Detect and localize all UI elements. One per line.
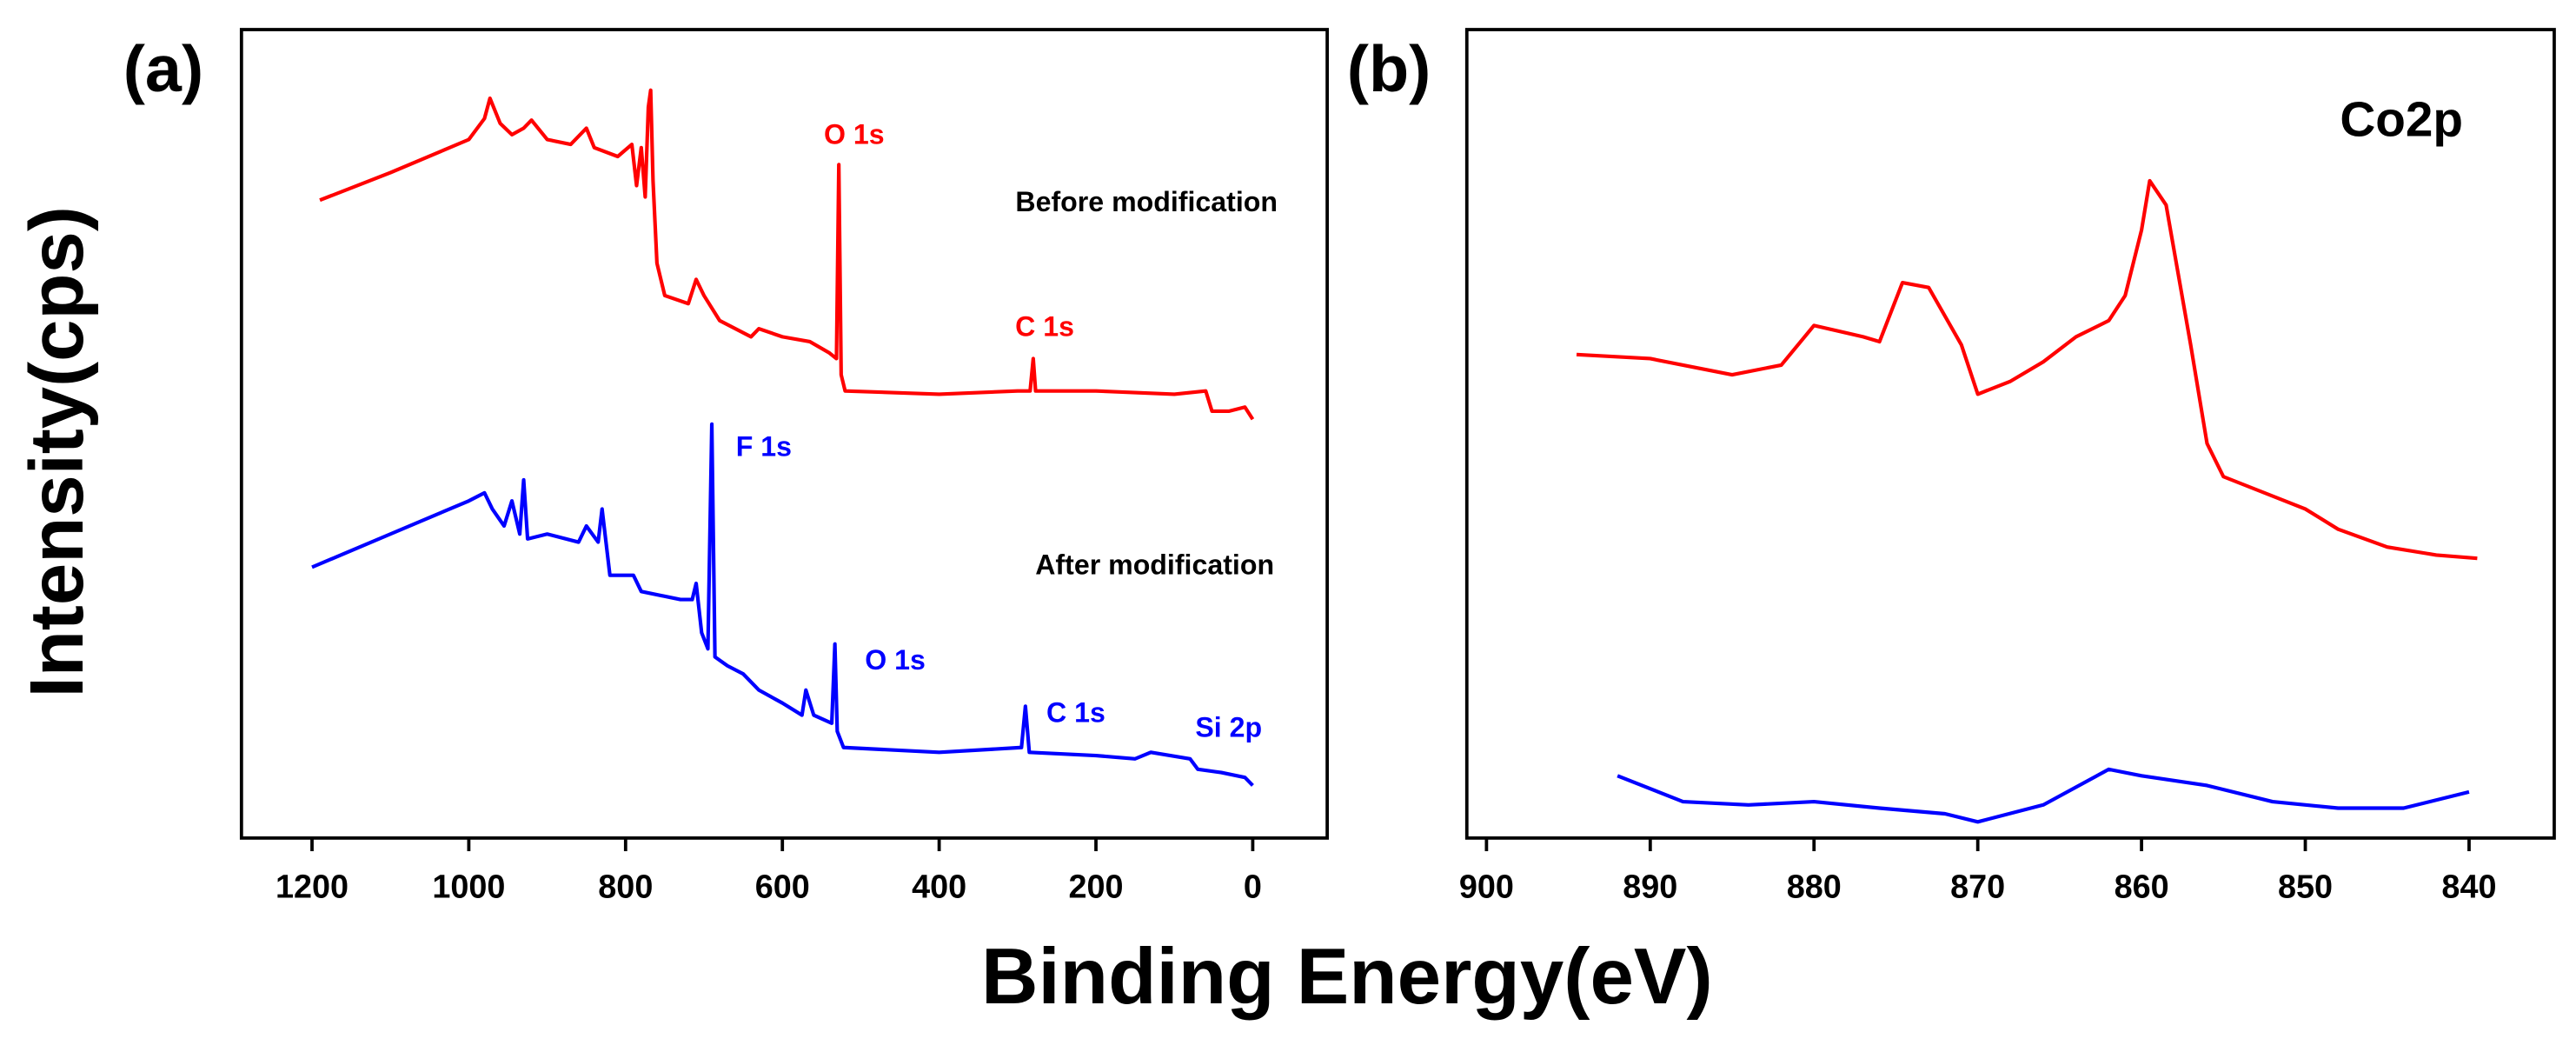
plot-frame [239, 28, 1330, 840]
x-tick-label: 890 [1623, 869, 1677, 905]
x-tick-label: 1200 [276, 869, 349, 905]
panel-label: (b) [1347, 33, 1431, 106]
annotation: Before modification [1015, 186, 1278, 217]
spectrum-line [319, 88, 1255, 421]
annotation: Co2p [2340, 93, 2463, 148]
annotation: After modification [1035, 549, 1274, 581]
x-tick-label: 800 [598, 869, 653, 905]
x-tick-label: 850 [2278, 869, 2333, 905]
annotation: O 1s [824, 118, 885, 150]
plot-frame [1464, 28, 2556, 840]
x-tick-label: 900 [1459, 869, 1514, 905]
x-tick-label: 400 [912, 869, 966, 905]
annotation: F 1s [736, 430, 792, 462]
annotation: C 1s [1015, 310, 1074, 342]
spectrum-line [311, 422, 1254, 787]
x-tick-label: 860 [2115, 869, 2169, 905]
annotation: Si 2p [1195, 712, 1262, 743]
y-axis-label: Intensity(cps) [15, 206, 99, 697]
x-tick-label: 870 [1950, 869, 2005, 905]
x-axis-label: Binding Energy(eV) [981, 933, 1713, 1021]
figure-body: (a) 1200 1000 800 600 400 200 0 O 1s Before modif… [15, 28, 2556, 1021]
spectrum-line [1576, 178, 2478, 561]
spectrum-line [1617, 767, 2470, 824]
x-tick-label: 600 [755, 869, 810, 905]
x-tick-label: 1000 [432, 869, 505, 905]
annotation: C 1s [1046, 697, 1105, 729]
x-tick-label: 840 [2441, 869, 2496, 905]
x-tick-label: 0 [1244, 869, 1262, 905]
annotation: O 1s [865, 644, 926, 676]
panel-label: (a) [123, 33, 203, 106]
x-tick-label: 200 [1068, 869, 1123, 905]
x-tick-label: 880 [1787, 869, 1842, 905]
